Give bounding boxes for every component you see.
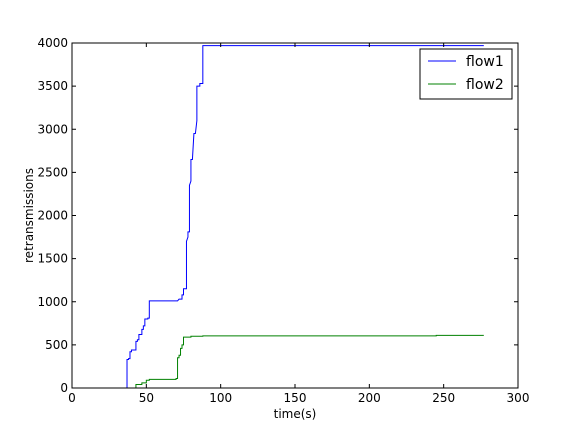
legend-label-flow2: flow2	[466, 77, 504, 93]
series-line-flow2	[72, 334, 484, 389]
x-tick-label: 250	[432, 391, 455, 405]
y-tick-label: 2500	[37, 165, 68, 179]
y-tick-label: 3000	[37, 122, 68, 136]
y-tick-label: 1000	[37, 295, 68, 309]
y-tick-label: 500	[45, 338, 68, 352]
series-line-flow1	[72, 45, 484, 389]
x-tick-label: 0	[68, 391, 76, 405]
series-layer	[72, 45, 484, 389]
legend-box	[419, 48, 513, 100]
x-tick-label: 50	[139, 391, 154, 405]
legend-label-flow1: flow1	[466, 54, 504, 70]
y-axis-label: retransmissions	[22, 168, 36, 263]
legend: flow1 flow2	[419, 48, 513, 100]
y-tick-label: 4000	[37, 36, 68, 50]
y-tick-label: 1500	[37, 252, 68, 266]
y-tick-label: 2000	[37, 209, 68, 223]
ticks-layer: 0 50 100 150 200 250 3000500100015002000250030…	[37, 36, 529, 405]
x-axis-label: time(s)	[274, 407, 317, 421]
y-tick-label: 0	[60, 381, 68, 395]
x-tick-label: 300	[507, 391, 530, 405]
x-tick-label: 150	[284, 391, 307, 405]
x-tick-label: 200	[358, 391, 381, 405]
x-tick-label: 100	[209, 391, 232, 405]
y-tick-label: 3500	[37, 79, 68, 93]
